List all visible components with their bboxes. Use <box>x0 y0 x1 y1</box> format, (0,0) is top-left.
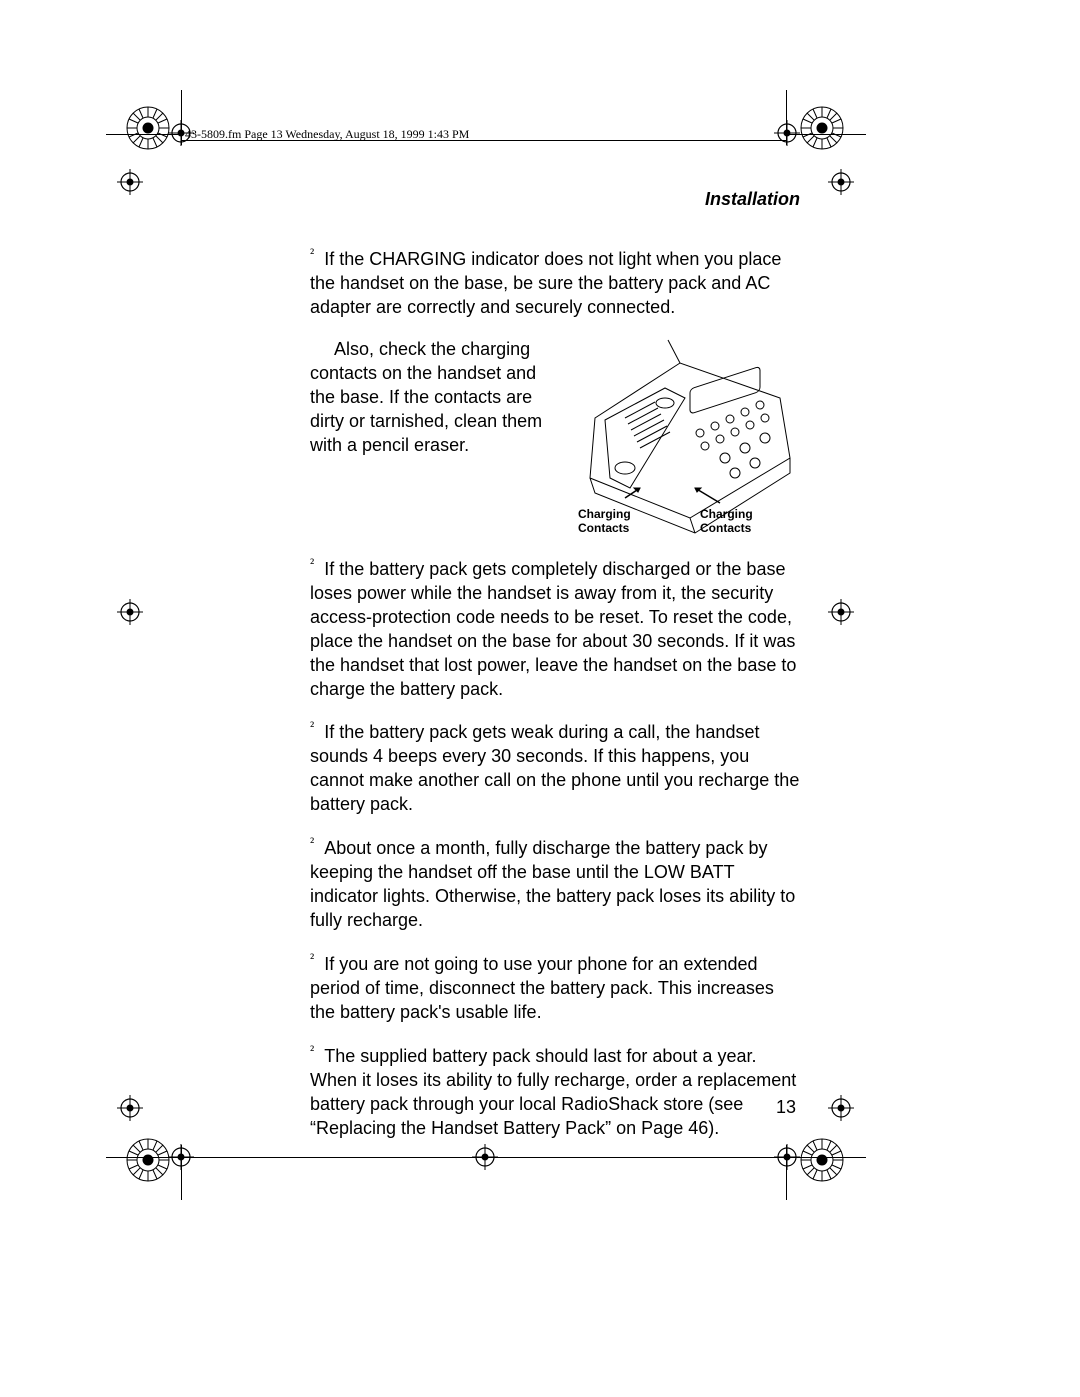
figure-label: Charging Contacts <box>700 508 753 536</box>
paragraph-text: If you are not going to use your phone f… <box>310 954 774 1022</box>
paragraph: ²If you are not going to use your phone … <box>310 951 800 1025</box>
figure-label-line: Contacts <box>700 521 751 535</box>
paragraph: ²If the CHARGING indicator does not ligh… <box>310 246 800 320</box>
phone-illustration: Charging Contacts Charging Contacts <box>570 338 800 538</box>
paragraph: ²If the battery pack gets weak during a … <box>310 719 800 817</box>
section-title: Installation <box>705 189 800 210</box>
registration-mark-icon <box>117 169 143 195</box>
paragraph-text: If the battery pack gets weak during a c… <box>310 722 799 814</box>
bullet-icon: ² <box>310 720 314 735</box>
registration-mark-icon <box>828 169 854 195</box>
paragraph: ²About once a month, fully discharge the… <box>310 835 800 933</box>
page-number: 13 <box>776 1097 796 1118</box>
bullet-icon: ² <box>310 557 314 572</box>
registration-mark-icon <box>117 599 143 625</box>
corner-ornament-icon <box>124 1136 172 1184</box>
paragraph: ²The supplied battery pack should last f… <box>310 1043 800 1141</box>
paragraph-text: Also, check the charging contacts on the… <box>310 338 558 458</box>
figure-label: Charging Contacts <box>578 508 631 536</box>
paragraph-text: If the battery pack gets completely disc… <box>310 559 796 699</box>
corner-ornament-icon <box>124 104 172 152</box>
paragraph-text: About once a month, fully discharge the … <box>310 838 795 930</box>
corner-ornament-icon <box>798 104 846 152</box>
paragraph-text: If the CHARGING indicator does not light… <box>310 249 781 317</box>
figure-label-line: Charging <box>578 507 631 521</box>
registration-mark-icon <box>117 1095 143 1121</box>
figure-label-line: Charging <box>700 507 753 521</box>
paragraph: Also, check the charging contacts on the… <box>310 338 558 458</box>
corner-ornament-icon <box>798 1136 846 1184</box>
paragraph: ²If the battery pack gets completely dis… <box>310 556 800 702</box>
registration-mark-icon <box>828 599 854 625</box>
running-header: 43-5809.fm Page 13 Wednesday, August 18,… <box>185 127 469 142</box>
bullet-icon: ² <box>310 952 314 967</box>
bullet-icon: ² <box>310 1044 314 1059</box>
bullet-icon: ² <box>310 247 314 262</box>
registration-mark-icon <box>828 1095 854 1121</box>
bullet-icon: ² <box>310 836 314 851</box>
paragraph-text: The supplied battery pack should last fo… <box>310 1046 796 1138</box>
figure-label-line: Contacts <box>578 521 629 535</box>
body-content: ²If the CHARGING indicator does not ligh… <box>310 246 800 1159</box>
registration-mark-icon <box>774 120 800 146</box>
document-page: 43-5809.fm Page 13 Wednesday, August 18,… <box>0 0 1080 1397</box>
